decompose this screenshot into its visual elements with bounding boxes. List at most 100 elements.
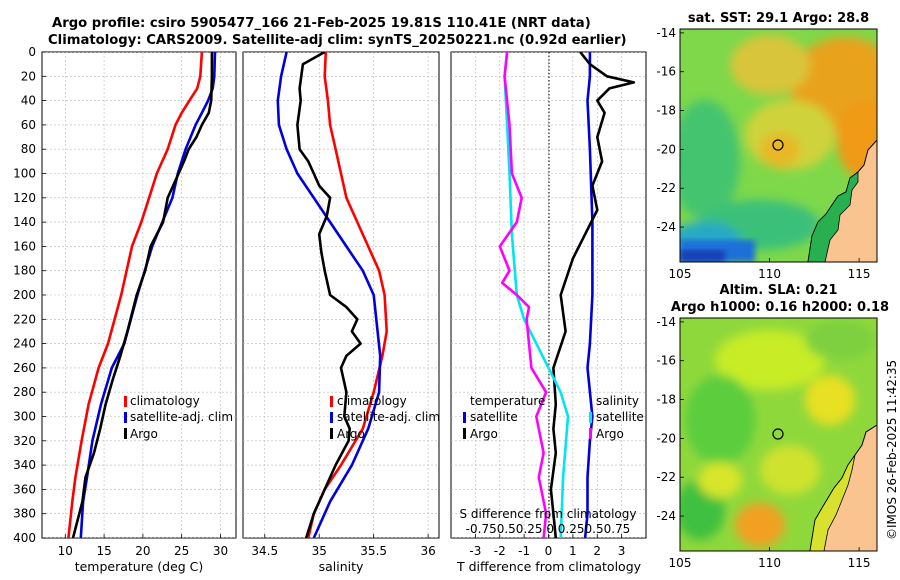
legend-label-satellite-adj: satellite-adj. clim bbox=[130, 410, 233, 424]
salinity-xlabel: salinity bbox=[319, 559, 364, 574]
sst-map-title: sat. SST: 29.1 Argo: 28.8 bbox=[687, 11, 870, 26]
sla_map-lat-tick-label: -14 bbox=[656, 315, 676, 329]
temperature-x-tick-label: 20 bbox=[135, 544, 150, 558]
difference-x-tick-label: -2 bbox=[494, 544, 506, 558]
sst_map-lat-tick-label: -24 bbox=[656, 220, 676, 234]
legend-label-s-satellite: satellite bbox=[596, 410, 644, 424]
legend-label-satellite-adj: satellite-adj. clim bbox=[337, 410, 440, 424]
sla_map-lat-tick-label: -16 bbox=[656, 354, 676, 368]
legend-label-t-argo: Argo bbox=[470, 427, 498, 441]
difference-x-ticks: -3 -2 -1 0 1 2 3 bbox=[469, 534, 625, 558]
difference-lines bbox=[498, 52, 636, 538]
salinity-panel: 34.5 35 35.5 36 salinity climatology satell… bbox=[242, 51, 440, 574]
depth-tick-label: 40 bbox=[21, 94, 36, 108]
temperature-lines bbox=[67, 52, 217, 538]
depth-tick-label: 260 bbox=[13, 361, 36, 375]
depth-tick-label: 0 bbox=[28, 45, 36, 59]
difference-series-argo bbox=[549, 52, 636, 538]
depth-tick-label: 120 bbox=[13, 191, 36, 205]
sla-map-subtitle: Argo h1000: 0.16 h2000: 0.18 bbox=[670, 300, 890, 315]
sla-map-title: Altim. SLA: 0.21 bbox=[719, 283, 838, 298]
legend-swatch-s-argo bbox=[589, 428, 592, 439]
depth-tick-label: 380 bbox=[13, 507, 36, 521]
depth-tick-label: 100 bbox=[13, 167, 36, 181]
salinity-x-ticks: 34.5 35 35.5 36 bbox=[251, 534, 436, 558]
depth-tick-label: 360 bbox=[13, 482, 36, 496]
sst-cold-band bbox=[680, 250, 725, 262]
legend-swatch-t-satellite bbox=[463, 412, 466, 423]
temperature-panel: 0 20 40 60 80 100 120 140 160 180 200 220 240 260 280 3… bbox=[13, 45, 237, 574]
sla-low-region bbox=[685, 375, 755, 465]
sla_map-lat-tick-label: -20 bbox=[656, 431, 676, 445]
salinity-series-satellite-adj-clim bbox=[276, 52, 382, 538]
figure-title-line2: Climatology: CARS2009. Satellite-adj cli… bbox=[48, 33, 627, 48]
legend-label-argo: Argo bbox=[130, 427, 158, 441]
sst-warm-region bbox=[730, 35, 810, 95]
sst-shelf-region bbox=[807, 171, 859, 262]
legend-title-salinity: salinity bbox=[596, 394, 639, 408]
depth-tick-label: 280 bbox=[13, 385, 36, 399]
salinity-x-tick-label: 34.5 bbox=[251, 544, 278, 558]
depth-tick-label: 60 bbox=[21, 118, 36, 132]
temperature-xlabel: temperature (deg C) bbox=[75, 559, 204, 574]
difference-legend: temperature satellite Argo salinity sate… bbox=[463, 394, 644, 441]
depth-tick-label: 160 bbox=[13, 239, 36, 253]
legend-label-climatology: climatology bbox=[130, 394, 200, 408]
sla-high-region bbox=[698, 462, 742, 498]
sla_map-lon-tick-label: 110 bbox=[758, 556, 781, 570]
salinity-series-climatology bbox=[307, 52, 389, 538]
depth-tick-label: 20 bbox=[21, 69, 36, 83]
temperature-x-tick-label: 30 bbox=[213, 544, 228, 558]
legend-swatch-argo bbox=[330, 428, 333, 439]
legend-swatch-s-satellite bbox=[589, 412, 592, 423]
salinity-x-tick-label: 36 bbox=[420, 544, 435, 558]
legend-swatch-climatology bbox=[330, 396, 333, 407]
difference-x-tick-label: 2 bbox=[593, 544, 601, 558]
sla-high-region bbox=[760, 445, 820, 495]
legend-title-temperature: temperature bbox=[470, 394, 545, 408]
legend-label-argo: Argo bbox=[337, 427, 365, 441]
sst_map-lat-tick-label: -14 bbox=[656, 26, 676, 40]
sla_map-lat-tick-label: -22 bbox=[656, 470, 676, 484]
temperature-legend: climatology satellite-adj. clim Argo bbox=[124, 394, 233, 441]
legend-swatch-argo bbox=[124, 428, 127, 439]
sst_map-lat-tick-label: -18 bbox=[656, 104, 676, 118]
difference-x-tick-label: 3 bbox=[618, 544, 626, 558]
sla_map-lat-tick-label: -18 bbox=[656, 393, 676, 407]
difference-series-argo bbox=[498, 52, 548, 538]
legend-label-t-satellite: satellite bbox=[470, 410, 518, 424]
salinity-legend: climatology satellite-adj. clim Argo bbox=[330, 394, 440, 441]
salinity-lines bbox=[276, 52, 389, 538]
sst_map-lon-tick-label: 110 bbox=[758, 267, 781, 281]
depth-tick-label: 400 bbox=[13, 531, 36, 545]
sst_map-lat-tick-label: -20 bbox=[656, 142, 676, 156]
sst-cool-region bbox=[680, 100, 740, 220]
difference-s-tick-labels: -0.750.50.25 0 0.250.50.75 bbox=[466, 522, 631, 536]
temperature-depth-ticks: 0 20 40 60 80 100 120 140 160 180 200 220 240 260 280 3… bbox=[13, 45, 46, 545]
legend-label-s-argo: Argo bbox=[596, 427, 624, 441]
sla-low-region bbox=[715, 330, 825, 390]
depth-tick-label: 340 bbox=[13, 458, 36, 472]
sla_map-lat-tick-label: -24 bbox=[656, 509, 676, 523]
sla-high-region bbox=[735, 503, 785, 547]
temperature-x-tick-label: 25 bbox=[174, 544, 189, 558]
sla-map-ticks: -14 -16 -18 -20 -22 -24 105 110 115 bbox=[656, 315, 870, 570]
figure-title-line1: Argo profile: csiro 5905477_166 21-Feb-2… bbox=[52, 16, 591, 31]
difference-panel: -3 -2 -1 0 1 2 3 T difference from climatology… bbox=[450, 51, 647, 574]
temperature-x-ticks: 10 15 20 25 30 bbox=[58, 534, 228, 558]
difference-x-tick-label: 0 bbox=[545, 544, 553, 558]
sst-map-frame bbox=[679, 28, 878, 263]
depth-tick-label: 300 bbox=[13, 410, 36, 424]
argo-float-marker bbox=[772, 139, 784, 151]
temperature-x-tick-label: 15 bbox=[96, 544, 111, 558]
sst-map: -14 -16 -18 -20 -22 -24 105 110 115 bbox=[656, 26, 878, 281]
legend-swatch-t-argo bbox=[463, 428, 466, 439]
sla-map: -14 -16 -18 -20 -22 -24 105 110 115 bbox=[656, 315, 878, 570]
temperature-series-argo bbox=[71, 52, 214, 538]
difference-x-tick-label: -3 bbox=[469, 544, 481, 558]
legend-swatch-satellite-adj bbox=[330, 412, 333, 423]
difference-s-label: S difference from climatology bbox=[460, 507, 637, 521]
depth-tick-label: 200 bbox=[13, 288, 36, 302]
depth-tick-label: 240 bbox=[13, 337, 36, 351]
temperature-x-tick-label: 10 bbox=[58, 544, 73, 558]
